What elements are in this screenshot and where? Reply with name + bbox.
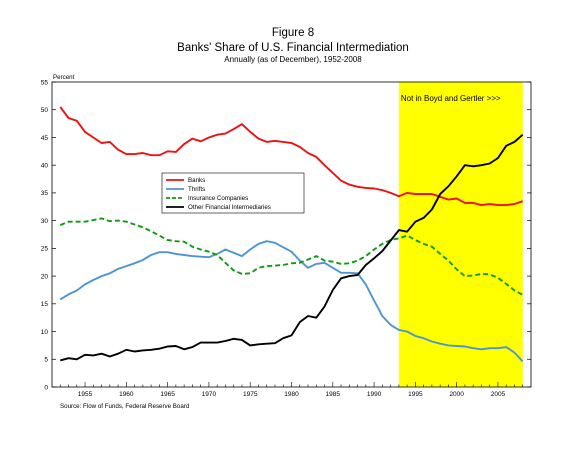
x-tick-label: 1980 [284, 391, 299, 398]
legend-box [161, 172, 305, 214]
legend-label: Thrifts [188, 186, 205, 193]
series-line-1 [59, 240, 524, 363]
y-tick-label: 15 [41, 301, 49, 308]
x-tick-label: 1985 [326, 391, 341, 398]
shaded-region [398, 82, 523, 387]
y-tick-label: 35 [41, 190, 49, 197]
y-tick-label: 55 [41, 79, 49, 86]
x-tick-label: 1965 [160, 391, 175, 398]
source-note: Source: Flow of Funds, Federal Reserve B… [60, 403, 190, 410]
y-tick-label: 5 [44, 357, 48, 364]
plot-area: Not in Boyd and Gertler >>> 0 5 10 15 20 25 30 3… [41, 79, 532, 398]
chart-subtitle: Banks' Share of U.S. Financial Intermedi… [177, 42, 409, 54]
x-tick-label: 1995 [408, 391, 423, 398]
chart-title: Figure 8 [272, 27, 314, 39]
x-tick-label: 1960 [119, 391, 134, 398]
x-tick-label: 2000 [449, 391, 464, 398]
x-tick-label: 1970 [202, 391, 217, 398]
y-tick-label: 30 [41, 218, 49, 225]
x-tick-label: 2005 [491, 391, 506, 398]
legend-label: Banks [188, 177, 205, 184]
legend-label: Insurance Companies [188, 195, 248, 202]
series-line-3 [60, 133, 524, 362]
y-axis-label: Percent [53, 74, 75, 81]
x-tick-label: 1990 [367, 391, 382, 398]
x-tick-label: 1975 [243, 391, 258, 398]
x-tick-label: 1955 [78, 391, 93, 398]
chart-note: Annually (as of December), 1952-2008 [224, 55, 362, 64]
y-tick-label: 25 [41, 246, 49, 253]
shaded-region-label: Not in Boyd and Gertler >>> [401, 94, 501, 103]
y-tick-label: 50 [41, 107, 49, 114]
legend-label: Other Financial Intermediaries [188, 204, 271, 211]
y-tick-label: 45 [41, 135, 49, 142]
series-line-2 [59, 217, 524, 296]
y-tick-label: 10 [41, 329, 49, 336]
series-line-0 [59, 106, 524, 207]
y-tick-label: 40 [41, 162, 49, 169]
y-tick-label: 20 [41, 273, 49, 280]
y-tick-label: 0 [44, 384, 48, 391]
